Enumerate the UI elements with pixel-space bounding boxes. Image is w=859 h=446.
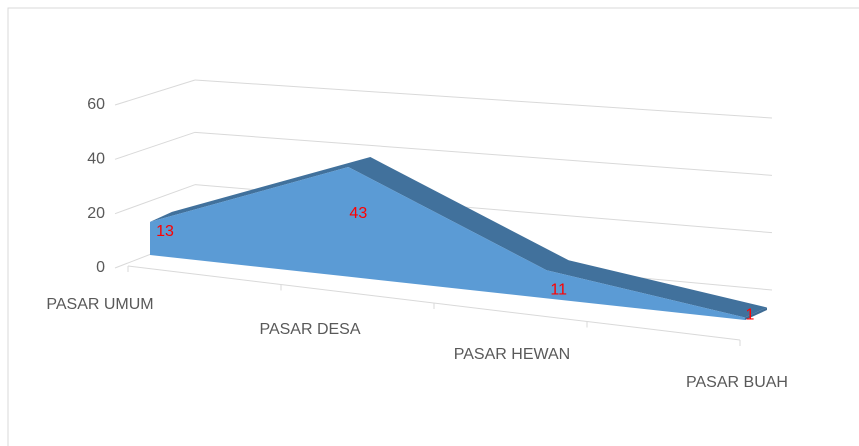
data-label: 13 [156, 223, 174, 240]
x-tick-label: PASAR HEWAN [454, 346, 570, 363]
x-tick-label: PASAR DESA [259, 321, 360, 338]
grid-line [114, 79, 196, 106]
y-tick-label: 0 [96, 259, 105, 276]
area-side [745, 307, 767, 320]
grid-line [114, 131, 196, 160]
x-tick-label: PASAR UMUM [46, 296, 153, 313]
data-label: 11 [550, 282, 567, 299]
grid-line [194, 79, 773, 119]
data-label: 1 [746, 307, 755, 324]
grid-line [194, 131, 773, 176]
y-tick-label: 60 [87, 96, 105, 113]
area [150, 167, 745, 320]
y-tick-label: 40 [87, 151, 105, 168]
grid-line [114, 184, 196, 215]
x-tick-label: PASAR BUAH [686, 374, 788, 391]
area-top [150, 157, 767, 318]
data-label: 43 [349, 205, 367, 222]
chart-frame [7, 7, 859, 446]
y-tick-label: 20 [87, 205, 105, 222]
